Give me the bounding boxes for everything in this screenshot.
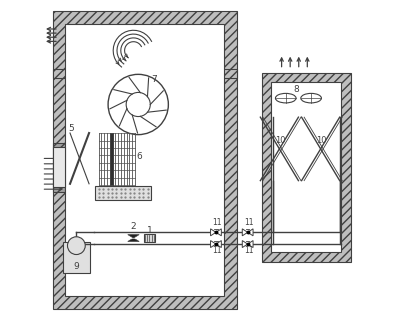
Bar bbox=[110, 133, 113, 185]
Bar bbox=[52, 69, 237, 77]
Text: 5: 5 bbox=[68, 124, 74, 133]
Text: 11: 11 bbox=[212, 218, 222, 227]
Polygon shape bbox=[210, 229, 216, 236]
Text: 6: 6 bbox=[137, 152, 143, 161]
Polygon shape bbox=[216, 241, 222, 248]
Bar bbox=[52, 11, 237, 309]
Text: 7: 7 bbox=[151, 75, 157, 84]
Text: 11: 11 bbox=[244, 218, 253, 227]
Bar bbox=[272, 82, 341, 252]
Bar bbox=[95, 186, 151, 200]
Bar bbox=[63, 243, 90, 273]
Text: 1: 1 bbox=[147, 226, 153, 235]
Bar bbox=[52, 147, 65, 187]
Text: 11: 11 bbox=[244, 246, 253, 255]
Bar bbox=[262, 73, 351, 261]
Polygon shape bbox=[216, 229, 222, 236]
Polygon shape bbox=[128, 238, 139, 242]
Polygon shape bbox=[242, 241, 248, 248]
Bar bbox=[65, 122, 224, 130]
Text: 9: 9 bbox=[73, 262, 79, 271]
Bar bbox=[144, 234, 155, 242]
Text: 2: 2 bbox=[130, 222, 136, 231]
Text: 10: 10 bbox=[275, 136, 285, 145]
Circle shape bbox=[108, 74, 168, 135]
Polygon shape bbox=[128, 235, 139, 238]
Polygon shape bbox=[248, 241, 253, 248]
Circle shape bbox=[126, 92, 150, 116]
Polygon shape bbox=[248, 229, 253, 236]
Text: 11: 11 bbox=[212, 246, 222, 255]
Polygon shape bbox=[210, 241, 216, 248]
Polygon shape bbox=[242, 229, 248, 236]
Circle shape bbox=[67, 237, 85, 254]
Text: 10: 10 bbox=[316, 136, 326, 145]
Bar bbox=[52, 142, 65, 192]
Text: 8: 8 bbox=[294, 85, 299, 94]
Bar bbox=[65, 24, 224, 296]
